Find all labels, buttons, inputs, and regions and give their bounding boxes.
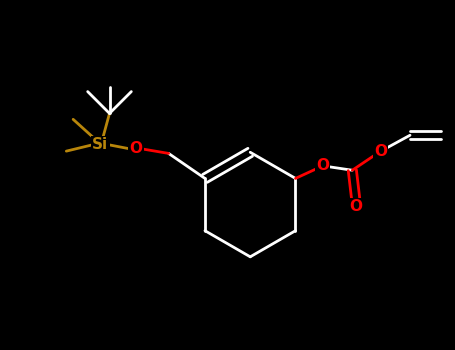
Text: O: O <box>316 158 329 173</box>
Text: O: O <box>129 141 142 156</box>
Text: O: O <box>374 144 387 159</box>
Text: Si: Si <box>92 137 108 152</box>
Text: O: O <box>349 199 363 214</box>
